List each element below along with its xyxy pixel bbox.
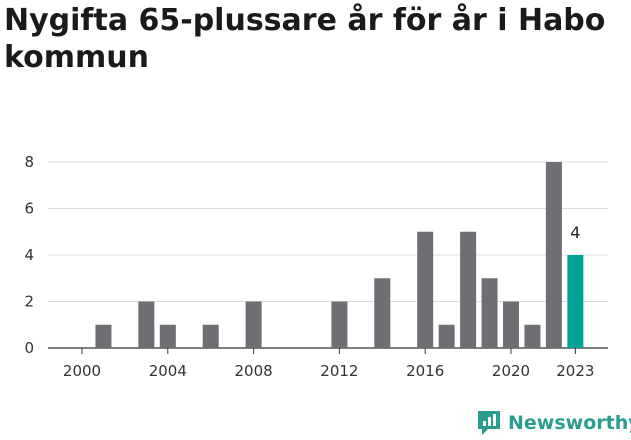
bar-2016 <box>417 231 434 348</box>
bar-2012 <box>331 301 348 348</box>
bar-chart: 0 2 4 6 8 2000 2004 2008 2012 2016 2020 2023 4 <box>24 153 608 380</box>
bar-2003 <box>138 301 155 348</box>
bar-labels: 4 <box>570 223 580 242</box>
x-tick-label: 2023 <box>556 362 594 380</box>
y-tick-label: 8 <box>24 153 34 171</box>
y-tick-label: 2 <box>24 293 34 311</box>
x-tick-label: 2020 <box>492 362 530 380</box>
bar-2022 <box>545 162 562 348</box>
y-tick-label: 6 <box>24 200 34 218</box>
y-tick-label: 0 <box>24 339 34 357</box>
x-tick-label: 2004 <box>149 362 187 380</box>
brand-name: Newsworthy <box>508 412 631 434</box>
bar-2020 <box>503 301 519 348</box>
x-axis-ticks: 2000 2004 2008 2012 2016 2020 2023 <box>63 348 594 380</box>
x-tick-label: 2000 <box>63 362 101 380</box>
y-axis-ticks: 0 2 4 6 8 <box>24 153 34 357</box>
x-tick-label: 2012 <box>320 362 358 380</box>
bar-2019 <box>481 278 498 348</box>
bar-2004 <box>159 324 176 348</box>
y-tick-label: 4 <box>24 246 34 264</box>
x-tick-label: 2016 <box>406 362 444 380</box>
grid-lines <box>48 161 608 349</box>
brand-logo: Newsworthy <box>476 406 631 440</box>
bar-2021 <box>524 324 541 348</box>
bar-2008 <box>245 301 262 348</box>
bar-2018 <box>460 231 477 348</box>
bars <box>95 162 584 348</box>
newsworthy-logo-icon <box>478 411 500 435</box>
bar-2006 <box>202 324 219 348</box>
bar-2023 <box>567 255 584 348</box>
x-tick-label: 2008 <box>235 362 273 380</box>
highlight-bar-label: 4 <box>570 223 580 242</box>
bar-2017 <box>438 324 455 348</box>
bar-2014 <box>374 278 391 348</box>
bar-2001 <box>95 324 112 348</box>
chart-title: Nygifta 65-plussare år för år i Habo kom… <box>4 3 606 75</box>
